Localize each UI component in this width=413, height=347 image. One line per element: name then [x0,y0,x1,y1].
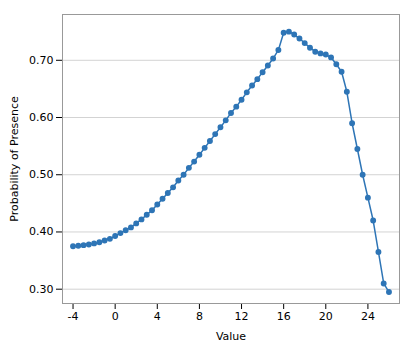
svg-text:4: 4 [154,310,161,323]
svg-text:0.60: 0.60 [29,111,54,124]
svg-text:0.40: 0.40 [29,225,54,238]
svg-text:Probability of Presence: Probability of Presence [8,96,21,222]
svg-text:20: 20 [319,310,333,323]
svg-text:Value: Value [216,330,246,343]
svg-text:24: 24 [361,310,375,323]
svg-text:12: 12 [235,310,249,323]
svg-text:0.70: 0.70 [29,54,54,67]
svg-text:0: 0 [112,310,119,323]
svg-text:-4: -4 [68,310,79,323]
svg-text:0.30: 0.30 [29,283,54,296]
svg-text:0.50: 0.50 [29,168,54,181]
svg-text:16: 16 [277,310,291,323]
svg-text:8: 8 [196,310,203,323]
